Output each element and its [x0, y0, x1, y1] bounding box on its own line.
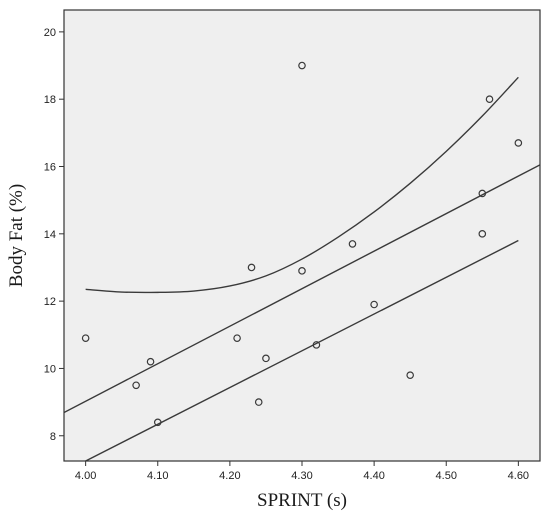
x-tick-label: 4.10	[147, 470, 168, 482]
x-axis-ticks: 4.00 4.10 4.20 4.30 4.40 4.50 4.60	[75, 461, 529, 482]
data-point	[146, 357, 155, 366]
x-axis-title: SPRINT (s)	[257, 490, 347, 511]
data-point	[247, 263, 256, 272]
x-tick-label: 4.20	[219, 470, 240, 482]
x-tick-label: 4.30	[291, 470, 312, 482]
x-tick-label: 4.00	[75, 470, 96, 482]
data-point	[406, 371, 414, 379]
plot-area	[63, 9, 541, 462]
y-tick-label: 18	[44, 94, 56, 106]
y-tick-label: 16	[44, 162, 56, 174]
data-point	[485, 95, 494, 103]
y-tick-label: 8	[50, 431, 56, 443]
data-point	[478, 189, 487, 198]
x-tick-label: 4.40	[363, 470, 384, 482]
data-point	[298, 267, 306, 275]
upper-confidence-curve	[85, 76, 519, 294]
data-point	[81, 334, 90, 342]
data-point	[370, 300, 378, 309]
data-point	[478, 230, 487, 238]
lower-confidence-curve	[85, 239, 519, 461]
regression-line	[64, 164, 540, 414]
data-point	[132, 381, 140, 390]
data-point	[262, 354, 270, 363]
y-tick-label: 12	[44, 296, 56, 308]
data-point	[312, 341, 321, 349]
y-tick-label: 20	[44, 27, 56, 39]
y-axis-title: Body Fat (%)	[6, 184, 27, 287]
y-tick-label: 10	[44, 363, 56, 375]
data-points	[81, 61, 523, 427]
y-tick-label: 14	[44, 229, 56, 241]
y-axis-ticks: 8 10 12 14 16 18 20	[44, 27, 64, 443]
data-point	[153, 418, 162, 427]
x-tick-label: 4.50	[436, 470, 457, 482]
data-point	[254, 398, 263, 406]
data-point	[348, 240, 357, 248]
fit-lines	[64, 76, 540, 461]
data-point	[298, 61, 306, 70]
data-point	[514, 139, 523, 147]
data-point	[233, 334, 241, 342]
x-tick-label: 4.60	[508, 470, 529, 482]
